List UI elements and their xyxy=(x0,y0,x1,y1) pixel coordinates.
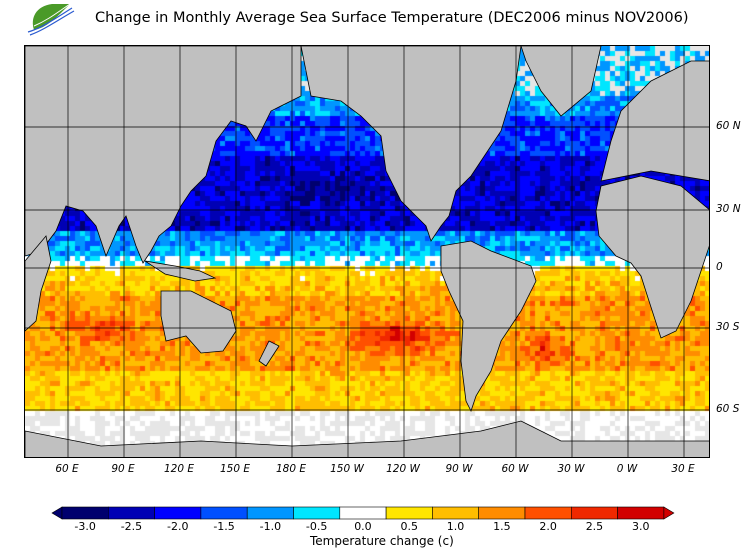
colorbar-tick-label: -2.5 xyxy=(120,520,143,533)
colorbar-tick-label: -2.0 xyxy=(167,520,189,533)
colorbar-swatch xyxy=(246,506,294,520)
colorbar-swatch xyxy=(524,506,572,520)
africa xyxy=(595,175,709,339)
colorbar-swatch xyxy=(385,506,433,520)
colorbar-tick-label: -3.0 xyxy=(74,520,96,533)
colorbar-title: Temperature change (c) xyxy=(310,534,454,548)
asia xyxy=(25,46,302,264)
longitude-label: 0 W xyxy=(616,463,638,475)
land-and-grid xyxy=(25,46,709,457)
map-title: Change in Monthly Average Sea Surface Te… xyxy=(95,10,689,26)
colorbar-swatch xyxy=(339,506,387,520)
longitude-label: 60 W xyxy=(501,463,529,475)
colorbar-swatch xyxy=(432,506,479,520)
new-zealand xyxy=(258,340,280,367)
antarctica xyxy=(25,420,709,457)
latitude-label: 60 N xyxy=(716,120,741,132)
colorbar-tick-label: 1.5 xyxy=(493,520,511,533)
colorbar-max-arrow xyxy=(663,506,675,520)
graticule xyxy=(25,46,709,457)
colorbar-tick-label: -1.0 xyxy=(259,520,282,533)
colorbar xyxy=(51,506,675,520)
colorbar-tick-label: -1.5 xyxy=(213,520,235,533)
colorbar-tick-label: 2.0 xyxy=(539,520,557,533)
colorbar-min-arrow xyxy=(51,506,63,520)
colorbar-swatch xyxy=(478,506,526,520)
logo-leaf-icon xyxy=(27,3,75,36)
longitude-label: 30 W xyxy=(557,463,585,475)
colorbar-tick-label: 2.5 xyxy=(585,520,604,533)
colorbar-tick-label: 0.0 xyxy=(354,520,372,533)
longitude-label: 90 W xyxy=(445,463,473,475)
longitude-label: 30 E xyxy=(671,463,695,475)
latitude-label: 30 S xyxy=(716,321,740,333)
latitude-label: 60 S xyxy=(716,403,740,415)
longitude-label: 120 W xyxy=(386,463,420,475)
longitude-label: 150 W xyxy=(330,463,364,475)
greenland xyxy=(520,46,602,117)
colorbar-tick-label: 1.0 xyxy=(446,520,465,533)
colorbar-swatch xyxy=(570,506,618,520)
colorbar-swatch xyxy=(617,506,665,520)
land-masses xyxy=(25,46,709,457)
europe xyxy=(600,60,709,182)
longitude-label: 120 E xyxy=(163,463,195,475)
colorbar-swatch xyxy=(200,506,248,520)
north-america xyxy=(300,46,522,242)
colorbar-swatch xyxy=(61,506,109,520)
east-africa xyxy=(25,235,52,332)
longitude-label: 60 E xyxy=(55,463,79,475)
colorbar-tick-label: 0.5 xyxy=(400,520,419,533)
longitude-label: 180 E xyxy=(275,463,307,475)
south-america xyxy=(440,240,537,413)
longitude-label: 150 E xyxy=(219,463,251,475)
colorbar-swatch xyxy=(107,506,155,520)
longitude-label: 90 E xyxy=(111,463,135,475)
colorbar-swatch xyxy=(293,506,341,520)
colorbar-tick-label: 3.0 xyxy=(632,520,650,533)
latitude-label: 0 xyxy=(716,261,723,273)
colorbar-tick-label: -0.5 xyxy=(305,520,328,533)
colorbar-swatch xyxy=(154,506,202,520)
australia xyxy=(160,290,237,354)
latitude-label: 30 N xyxy=(716,203,741,215)
sst-map xyxy=(24,45,710,458)
